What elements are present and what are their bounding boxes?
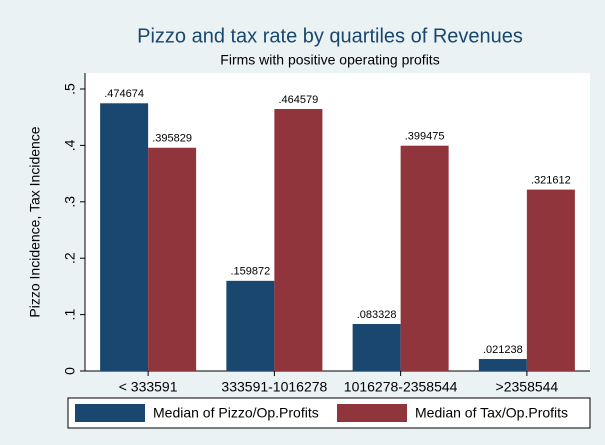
bar (400, 145, 449, 371)
value-label: .159872 (230, 266, 270, 278)
value-label: .399475 (405, 131, 445, 143)
bar (526, 189, 575, 371)
bar (274, 108, 323, 371)
y-tick-label: .2 (62, 252, 78, 264)
value-label: .464579 (278, 94, 318, 106)
x-tick-label: < 333591 (119, 379, 178, 395)
y-tick-label: 0 (62, 367, 78, 375)
legend-swatch (337, 404, 407, 422)
value-label: .021238 (483, 344, 523, 356)
y-tick-label: .3 (62, 196, 78, 208)
value-label: .395829 (152, 133, 192, 145)
x-tick-label: 333591-1016278 (221, 379, 327, 395)
bar (352, 324, 401, 371)
bar (478, 359, 527, 371)
value-label: .474674 (104, 88, 144, 100)
value-label: .083328 (357, 309, 397, 321)
y-tick-label: .5 (62, 83, 78, 95)
x-tick-label: >2358544 (496, 379, 559, 395)
y-tick-label: .1 (62, 309, 78, 321)
bar (100, 103, 149, 371)
chart-subtitle: Firms with positive operating profits (220, 52, 439, 68)
bar (148, 147, 197, 371)
x-tick-label: 1016278-2358544 (344, 379, 458, 395)
legend-label: Median of Pizzo/Op.Profits (153, 405, 319, 421)
legend (67, 397, 591, 429)
value-label: .321612 (531, 175, 571, 187)
y-axis-label: Pizzo Incidence, Tax Incidence (27, 126, 43, 317)
legend-label: Median of Tax/Op.Profits (415, 405, 568, 421)
legend-swatch (75, 404, 145, 422)
y-tick-label: .4 (62, 139, 78, 151)
bar (226, 280, 275, 371)
chart-title: Pizzo and tax rate by quartiles of Reven… (137, 25, 523, 47)
